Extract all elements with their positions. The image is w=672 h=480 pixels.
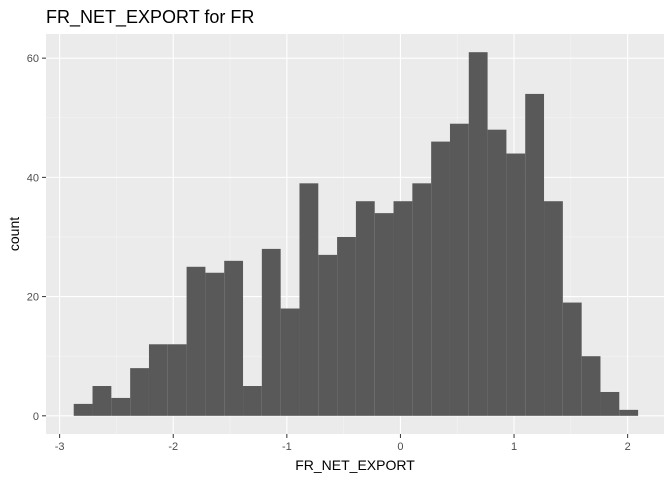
histogram-bar (224, 260, 244, 416)
histogram-bar (468, 52, 488, 416)
histogram-bar (619, 409, 639, 416)
histogram-bar (449, 123, 469, 416)
histogram-bar (337, 236, 356, 416)
histogram-bar (280, 308, 300, 416)
histogram-bar (111, 397, 131, 416)
x-tick-label: 2 (625, 441, 631, 453)
histogram-bar (412, 183, 432, 416)
histogram-bar (374, 213, 394, 416)
histogram-bar (130, 368, 149, 416)
histogram-bar (562, 302, 582, 416)
histogram-bar (92, 386, 112, 416)
histogram-bar (544, 201, 563, 416)
histogram-bar (506, 153, 526, 416)
y-tick-label: 60 (27, 53, 39, 65)
histogram-bar (581, 356, 601, 416)
histogram-bar (299, 183, 319, 416)
histogram-bar (186, 266, 206, 416)
histogram-bar (393, 201, 413, 416)
y-tick-label: 20 (27, 292, 39, 304)
histogram-bar (73, 403, 93, 416)
x-tick-label: -3 (55, 441, 65, 453)
y-axis: 0 20 40 60 (27, 53, 46, 423)
x-axis: -3 -2 -1 0 1 2 (55, 434, 631, 453)
histogram-bar (600, 391, 620, 416)
histogram-bar (205, 272, 225, 416)
histogram-bars (73, 52, 639, 416)
histogram-bar (525, 93, 545, 416)
chart-title: FR_NET_EXPORT for FR (46, 7, 254, 28)
x-tick-label: 0 (397, 441, 403, 453)
y-tick-label: 40 (27, 172, 39, 184)
x-tick-label: -1 (282, 441, 292, 453)
histogram-bar (167, 344, 187, 416)
y-tick-label: 0 (33, 411, 39, 423)
x-tick-label: 1 (511, 441, 517, 453)
histogram-bar (355, 201, 375, 416)
histogram-bar (487, 129, 507, 416)
histogram-bar (431, 141, 450, 416)
y-axis-title: count (6, 217, 22, 251)
histogram-bar (243, 386, 262, 416)
x-axis-title: FR_NET_EXPORT (295, 457, 415, 473)
histogram-bar (261, 248, 281, 416)
x-tick-label: -2 (168, 441, 178, 453)
histogram-bar (148, 344, 168, 416)
histogram-bar (318, 254, 338, 416)
